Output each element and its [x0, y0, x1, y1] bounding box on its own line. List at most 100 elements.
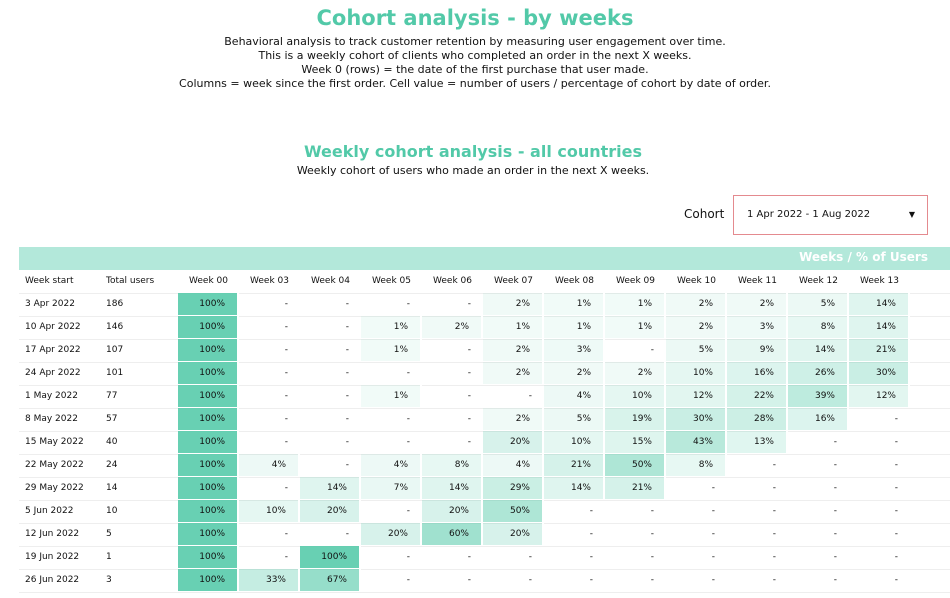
row-label: 8 May 2022 — [25, 414, 78, 424]
row-label: 57 — [106, 414, 118, 424]
cohort-cell: - — [772, 529, 776, 539]
cohort-cell: 4% — [239, 454, 300, 477]
cohort-table: Weeks / % of Users Week start Total users… — [19, 247, 950, 597]
row-label: 19 Jun 2022 — [25, 552, 80, 562]
cohort-cell: - — [833, 529, 837, 539]
cohort-cell: - — [589, 506, 593, 516]
cohort-cell: 2% — [422, 316, 483, 339]
cohort-cell: - — [467, 368, 471, 378]
cohort-cell: 21% — [544, 454, 605, 477]
cohort-cell: - — [467, 299, 471, 309]
cohort-cell: - — [650, 506, 654, 516]
cohort-cell: 3% — [544, 339, 605, 362]
row-label: 3 — [106, 575, 112, 585]
cohort-cell: 2% — [727, 293, 788, 316]
row-divider — [19, 362, 950, 363]
cohort-cell: - — [711, 506, 715, 516]
cohort-cell: 10% — [605, 385, 666, 408]
row-label: 29 May 2022 — [25, 483, 84, 493]
cohort-cell: 7% — [361, 477, 422, 500]
cohort-cell: - — [284, 391, 288, 401]
cohort-cell: 100% — [178, 316, 239, 339]
row-label: 77 — [106, 391, 118, 401]
cohort-cell: 8% — [788, 316, 849, 339]
cohort-cell: 2% — [666, 293, 727, 316]
dropdown-arrow: ▼ — [908, 210, 915, 219]
cohort-cell: - — [894, 414, 898, 424]
cohort-cell: 2% — [483, 408, 544, 431]
cohort-cell: - — [406, 368, 410, 378]
cohort-cell: 33% — [239, 569, 300, 592]
cohort-cell: - — [650, 529, 654, 539]
row-label: 40 — [106, 437, 118, 447]
row-label: 10 Apr 2022 — [25, 322, 81, 332]
row-divider — [19, 500, 950, 501]
cohort-cell: 3% — [727, 316, 788, 339]
cohort-cell: 20% — [483, 431, 544, 454]
cohort-cell: - — [650, 575, 654, 585]
cohort-cell: 1% — [544, 293, 605, 316]
cohort-cell: 2% — [666, 316, 727, 339]
cohort-cell: - — [406, 437, 410, 447]
cohort-cell: - — [406, 414, 410, 424]
cohort-cell: 2% — [605, 362, 666, 385]
column-header: Week 06 — [433, 276, 472, 286]
description-line: Week 0 (rows) = the date of the first pu… — [301, 63, 649, 76]
cohort-cell: 28% — [727, 408, 788, 431]
cohort-cell: 12% — [666, 385, 727, 408]
cohort-cell: - — [711, 575, 715, 585]
cohort-cell: 67% — [300, 569, 361, 592]
cohort-cell: 60% — [422, 523, 483, 546]
cohort-cell: 4% — [361, 454, 422, 477]
cohort-cell: - — [894, 437, 898, 447]
cohort-cell: 20% — [300, 500, 361, 523]
cohort-cell: 16% — [788, 408, 849, 431]
cohort-dropdown[interactable]: 1 Apr 2022 - 1 Aug 2022 ▼ — [733, 195, 928, 235]
cohort-cell: 14% — [544, 477, 605, 500]
cohort-cell: 5% — [788, 293, 849, 316]
cohort-cell: 100% — [178, 500, 239, 523]
row-label: 5 — [106, 529, 112, 539]
column-header: Week start — [25, 276, 74, 286]
cohort-cell: - — [894, 529, 898, 539]
row-divider — [19, 454, 950, 455]
cohort-cell: 15% — [605, 431, 666, 454]
cohort-cell: 100% — [178, 546, 239, 569]
cohort-cell: 10% — [239, 500, 300, 523]
cohort-cell: 20% — [361, 523, 422, 546]
cohort-cell: 50% — [605, 454, 666, 477]
description-line: Behavioral analysis to track customer re… — [224, 35, 726, 48]
cohort-cell: 21% — [849, 339, 910, 362]
cohort-cell: - — [284, 529, 288, 539]
cohort-cell: 8% — [666, 454, 727, 477]
row-label: 24 Apr 2022 — [25, 368, 81, 378]
dropdown-value: 1 Apr 2022 - 1 Aug 2022 — [747, 209, 871, 220]
cohort-cell: - — [772, 506, 776, 516]
row-label: 15 May 2022 — [25, 437, 84, 447]
cohort-cell: 100% — [178, 454, 239, 477]
cohort-cell: - — [894, 575, 898, 585]
cohort-cell: - — [406, 506, 410, 516]
cohort-cell: - — [833, 460, 837, 470]
column-header: Week 03 — [250, 276, 289, 286]
cohort-cell: 100% — [178, 477, 239, 500]
section-subtitle: Weekly cohort of users who made an order… — [296, 164, 650, 177]
cohort-cell: - — [711, 529, 715, 539]
cohort-cell: 5% — [666, 339, 727, 362]
cohort-cell: - — [650, 552, 654, 562]
row-divider — [19, 477, 950, 478]
cohort-cell: 2% — [544, 362, 605, 385]
cohort-cell: 2% — [483, 362, 544, 385]
cohort-cell: 1% — [361, 316, 422, 339]
cohort-cell: - — [833, 483, 837, 493]
cohort-cell: 10% — [544, 431, 605, 454]
cohort-cell: - — [284, 414, 288, 424]
cohort-cell: 26% — [788, 362, 849, 385]
cohort-cell: - — [345, 529, 349, 539]
filter-label: Cohort — [684, 207, 725, 221]
row-label: 24 — [106, 460, 118, 470]
cohort-cell: - — [406, 575, 410, 585]
cohort-cell: 1% — [361, 339, 422, 362]
cohort-cell: - — [284, 322, 288, 332]
